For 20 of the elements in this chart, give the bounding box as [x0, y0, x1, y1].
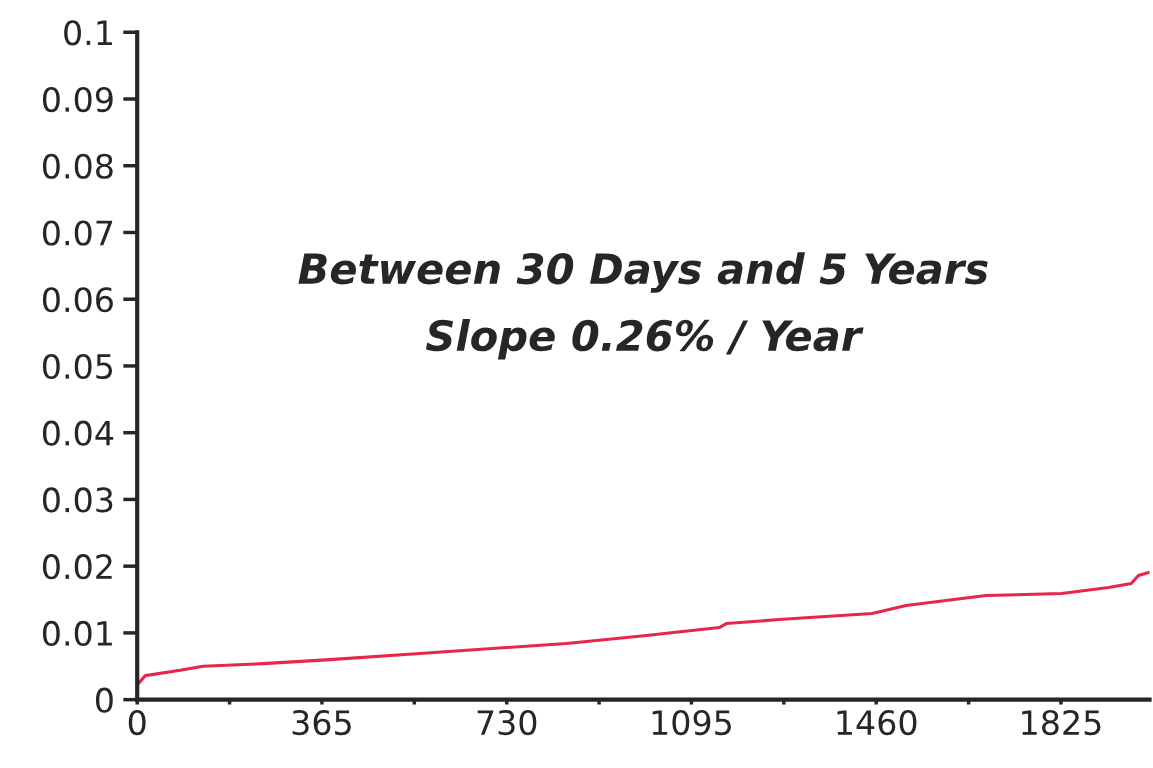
line-series: [137, 570, 1150, 687]
x-tick-label: 365: [292, 709, 351, 736]
y-tick-label: 0.03: [42, 487, 113, 513]
y-tick-label: 0.1: [64, 20, 112, 46]
y-tick-label: 0.04: [42, 420, 114, 446]
annotation: Slope 0.26% / Year: [425, 319, 864, 360]
y-tick-label: 0.09: [42, 86, 113, 113]
x-tick-label: 0: [128, 709, 146, 736]
x-tick-label: 1825: [1022, 709, 1101, 736]
y-tick-label: 0.07: [42, 220, 113, 246]
x-tick-label: 1460: [837, 709, 917, 736]
y-tick-label: 0: [95, 687, 113, 713]
x-tick-label: 730: [477, 709, 537, 736]
y-tick-label: 0.02: [42, 554, 112, 580]
y-tick-label: 0.05: [42, 353, 113, 380]
y-tick-label: 0.01: [42, 620, 112, 647]
x-tick-label: 1095: [652, 709, 731, 736]
annotation: Between 30 Days and 5 Years: [298, 252, 988, 293]
y-tick-label: 0.06: [42, 287, 113, 313]
y-tick-label: 0.08: [42, 153, 113, 179]
